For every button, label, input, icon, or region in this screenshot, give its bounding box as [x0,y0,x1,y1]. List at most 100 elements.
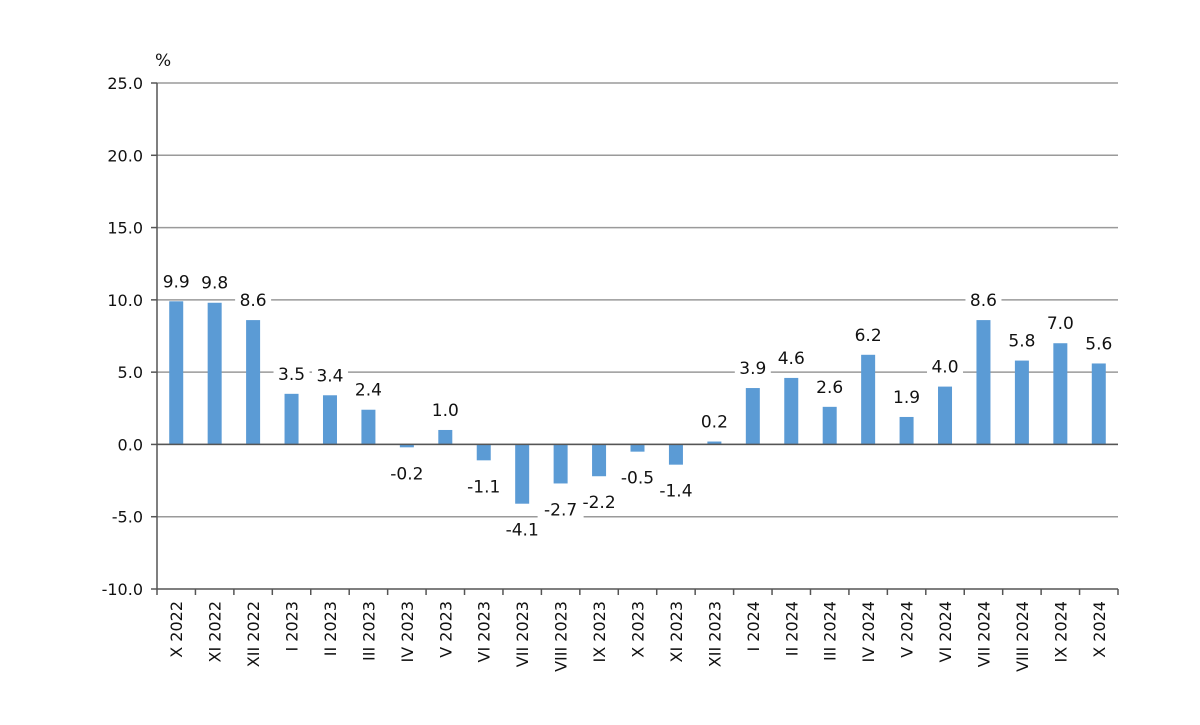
bar [553,444,568,484]
x-tick-label: III 2024 [821,601,840,661]
y-tick-label: 5.0 [118,363,143,382]
bar [899,416,914,445]
data-label: 1.9 [893,388,920,408]
x-tick-label: VI 2023 [475,601,494,662]
data-label-bg [235,290,272,312]
bar [707,441,722,445]
y-tick-label: -10.0 [102,580,143,599]
y-tick-label: 15.0 [107,219,143,238]
data-label-bg [1080,333,1117,355]
data-label-bg [850,324,887,346]
x-tick-label: X 2024 [1090,601,1109,658]
data-label-bg [927,356,964,378]
bar [1091,363,1106,445]
bar [1014,360,1029,445]
bar [861,354,876,445]
x-tick-label: V 2024 [898,601,917,658]
y-tick-label: 0.0 [118,435,143,454]
bar [438,429,453,445]
data-label-bg [652,480,699,502]
bar [169,301,184,445]
data-label-bg [427,399,464,421]
bar [668,444,683,465]
data-label: 3.5 [278,365,305,385]
data-label-bg [614,467,661,489]
data-label: 3.9 [739,359,766,379]
bar [476,444,491,461]
data-label: -1.4 [659,482,692,502]
data-label-bg [773,347,810,369]
data-labels: 9.9 9.8 8.6 3.5 3.4 2.4 -0.2 1.0 -1.1 -4.1-2.7 -2.… [158,271,1117,541]
bar [361,409,376,445]
data-label: -0.2 [390,464,423,484]
x-tick-label: IX 2024 [1051,601,1070,662]
x-tick-label: X 2023 [629,601,648,658]
x-tick-label: VII 2024 [974,601,993,667]
data-label: 5.8 [1008,332,1035,352]
x-tick-label: XII 2023 [705,601,724,667]
data-label-bg [1042,313,1079,335]
data-label: 0.2 [701,413,728,433]
data-label: -0.5 [621,469,654,489]
data-label: 2.4 [355,381,382,401]
data-label-bg [158,271,195,293]
bar [976,320,991,445]
y-axis-unit-label: % [155,51,171,71]
x-tick-label: XII 2022 [244,601,263,667]
data-label: 3.4 [316,366,343,386]
data-label: 2.6 [816,378,843,398]
x-tick-label: I 2024 [744,601,763,652]
data-label: 9.9 [163,272,190,292]
x-tick-label: XI 2023 [667,601,686,662]
bar [284,393,299,445]
axes [151,82,1119,595]
data-label-bg [811,376,848,398]
x-tick-label: II 2024 [782,601,801,656]
y-tick-label: 10.0 [107,291,143,310]
bar [1053,343,1068,445]
bar [745,388,760,445]
x-tick-label: VII 2023 [513,601,532,667]
data-label-bg [196,272,233,294]
data-label-bg [350,379,387,401]
x-axis-ticks: X 2022 XI 2022 XII 2022 I 2023 II 2023 III 20… [167,601,1109,672]
bars [169,301,1106,504]
data-label-bg [888,386,925,408]
data-label-bg [734,358,771,380]
data-label-bg [499,519,546,541]
x-tick-label: VIII 2024 [1013,601,1032,672]
data-label-bg [460,476,507,498]
y-tick-label: 25.0 [107,74,143,93]
data-label-bg [383,463,430,485]
data-label: 7.0 [1047,314,1074,334]
data-label: 6.2 [855,326,882,346]
x-tick-label: IX 2023 [590,601,609,662]
data-label: 1.0 [432,401,459,421]
data-label: 8.6 [240,291,267,311]
data-label: 4.0 [931,358,958,378]
data-label: -4.1 [506,521,539,541]
x-tick-label: XI 2022 [206,601,225,662]
x-tick-label: IV 2023 [398,601,417,662]
data-label: -2.2 [582,493,615,513]
x-tick-label: II 2023 [321,601,340,656]
bar [246,320,261,445]
data-label: 5.6 [1085,334,1112,354]
x-tick-label: X 2022 [167,601,186,658]
x-tick-label: III 2023 [359,601,378,661]
data-label: 9.8 [201,274,228,294]
data-label-bg [311,365,348,387]
data-label-bg [965,290,1002,312]
data-label: -2.7 [544,500,577,520]
bar [399,444,414,448]
x-tick-label: IV 2024 [859,601,878,662]
bar [822,406,837,445]
data-label-bg [1003,330,1040,352]
data-label-bg [696,411,733,433]
bar [515,444,530,504]
x-tick-label: VIII 2023 [552,601,571,672]
data-label: 4.6 [778,349,805,369]
bar [322,395,337,445]
